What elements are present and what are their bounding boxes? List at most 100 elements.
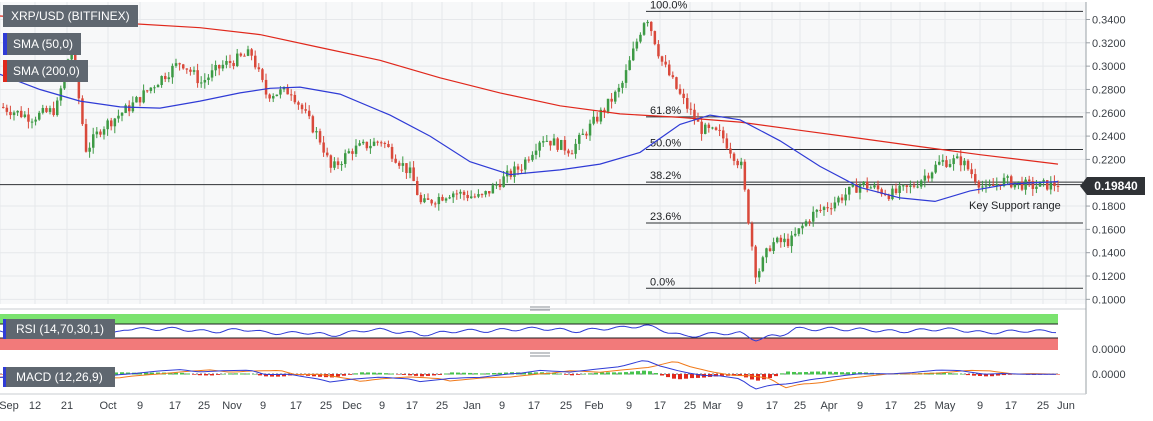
x-tick-label: Apr: [820, 400, 837, 412]
macd-hist-bar: [990, 374, 994, 377]
candle-body: [887, 195, 891, 200]
candle-body: [99, 131, 102, 135]
candle-body: [149, 87, 153, 91]
candle-body: [120, 112, 124, 116]
candle-body: [56, 100, 59, 116]
macd-hist-bar: [648, 371, 652, 375]
candle-body: [106, 120, 109, 130]
macd-hist-bar: [570, 374, 574, 376]
candle-body: [848, 186, 851, 195]
candle-body: [34, 119, 37, 122]
macd-hist-bar: [774, 374, 778, 377]
candle-body: [1056, 186, 1060, 188]
price-panel: [0, 2, 1086, 304]
candle-body: [520, 169, 523, 171]
macd-hist-bar: [222, 373, 226, 375]
macd-hist-bar: [402, 374, 406, 375]
candle-body: [970, 169, 973, 175]
candle-body: [250, 49, 253, 56]
candle-body: [444, 198, 448, 201]
macd-hist-bar: [630, 371, 634, 375]
macd-hist-bar: [354, 373, 358, 375]
candle-body: [59, 88, 63, 101]
macd-hist-bar: [396, 374, 400, 375]
macd-hist-bar: [666, 374, 670, 378]
candle-body: [412, 167, 415, 182]
candle-body: [1038, 181, 1042, 187]
candle-body: [866, 181, 869, 189]
candle-body: [704, 124, 707, 134]
candle-body: [344, 153, 347, 164]
candle-body: [624, 70, 628, 83]
macd-hist-bar: [342, 374, 346, 376]
candle-body: [426, 198, 430, 200]
candle-body: [599, 109, 603, 122]
candle-body: [858, 185, 862, 193]
candle-body: [113, 118, 117, 127]
candle-body: [642, 23, 646, 35]
candle-body: [1046, 180, 1049, 190]
legend-sma200[interactable]: SMA (200,0): [3, 60, 88, 82]
candle-body: [873, 185, 876, 188]
candle-body: [956, 156, 959, 159]
candle-body: [783, 238, 786, 243]
candle-body: [1024, 179, 1027, 190]
candle-body: [675, 77, 678, 89]
candle-body: [1013, 182, 1017, 188]
candle-body: [221, 64, 225, 69]
candle-body: [315, 131, 318, 133]
macd-hist-bar: [228, 373, 232, 375]
x-tick-label: Sep: [0, 400, 19, 412]
candle-body: [408, 167, 412, 174]
macd-hist-bar: [0, 374, 4, 375]
candle-body: [138, 97, 142, 103]
macd-hist-bar: [318, 374, 322, 377]
candle-body: [596, 116, 599, 122]
candle-body: [434, 203, 437, 205]
x-tick-label: 25: [198, 400, 210, 412]
candle-body: [2, 106, 5, 108]
candle-body: [592, 116, 595, 124]
candle-body: [340, 163, 343, 166]
candle-body: [401, 163, 405, 166]
candle-body: [812, 211, 815, 222]
candle-body: [905, 185, 909, 187]
macd-hist-bar: [1002, 374, 1006, 376]
candle-body: [1031, 181, 1035, 189]
candle-body: [815, 209, 819, 212]
candle-body: [959, 156, 963, 166]
macd-hist-bar: [270, 374, 274, 377]
candle-body: [495, 184, 498, 186]
legend-sma50[interactable]: SMA (50,0): [3, 33, 82, 55]
x-tick-label: 25: [914, 400, 926, 412]
candle-body: [740, 161, 743, 166]
macd-hist-bar: [798, 372, 802, 375]
macd-hist-bar: [780, 373, 784, 375]
candle-body: [714, 127, 718, 130]
candle-body: [826, 207, 829, 209]
candle-body: [945, 160, 948, 167]
rsi-legend-box: [3, 319, 115, 339]
macd-hist-bar: [366, 372, 370, 375]
sma200-line: [0, 15, 1059, 165]
candle-body: [207, 77, 210, 81]
candle-body: [534, 150, 538, 155]
candle-body: [725, 138, 729, 149]
candle-body: [646, 21, 649, 24]
macd-hist-bar: [948, 373, 952, 375]
macd-hist-bar: [486, 373, 490, 375]
candle-body: [934, 164, 937, 173]
sma200-swatch: [3, 60, 7, 82]
candle-body: [765, 248, 768, 258]
candle-body: [135, 97, 138, 103]
macd-hist-bar: [660, 374, 664, 376]
x-tick-label: 9: [626, 400, 632, 412]
macd-hist-bar: [984, 374, 988, 377]
candle-body: [383, 142, 387, 145]
candle-body: [196, 70, 199, 84]
macd-hist-bar: [558, 373, 562, 375]
x-tick-label: 9: [737, 400, 743, 412]
candle-body: [264, 79, 268, 95]
macd-hist-bar: [144, 372, 148, 375]
